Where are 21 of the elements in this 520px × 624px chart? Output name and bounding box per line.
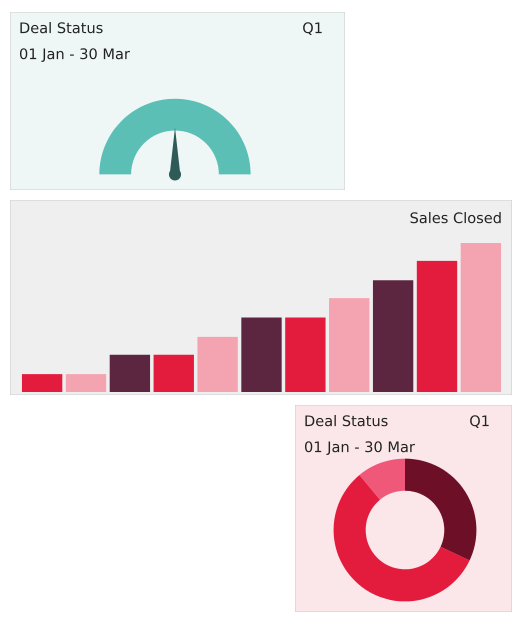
donut-slice: [405, 458, 476, 560]
bar: [372, 280, 414, 392]
donut-slice: [359, 458, 405, 500]
bar: [110, 354, 150, 392]
donut-slice: [334, 474, 470, 602]
bar: [241, 317, 282, 392]
bar: [416, 260, 458, 392]
chart-title: Deal Status: [20, 22, 103, 34]
bar: [22, 374, 62, 392]
bar: [329, 298, 370, 392]
bar: [285, 317, 326, 392]
chart-title: Sales Closed: [410, 212, 501, 224]
bar: [197, 336, 238, 392]
text: Q1: [470, 415, 489, 428]
chart-subtitle: 01 Jan - 30 Mar: [304, 441, 415, 455]
chart-subtitle: 01 Jan - 30 Mar: [20, 48, 130, 62]
chart-title: Deal Status: [305, 415, 388, 426]
bar: [154, 354, 194, 392]
text: Q1: [303, 22, 322, 35]
bar: [66, 374, 106, 392]
bar: [460, 242, 502, 392]
